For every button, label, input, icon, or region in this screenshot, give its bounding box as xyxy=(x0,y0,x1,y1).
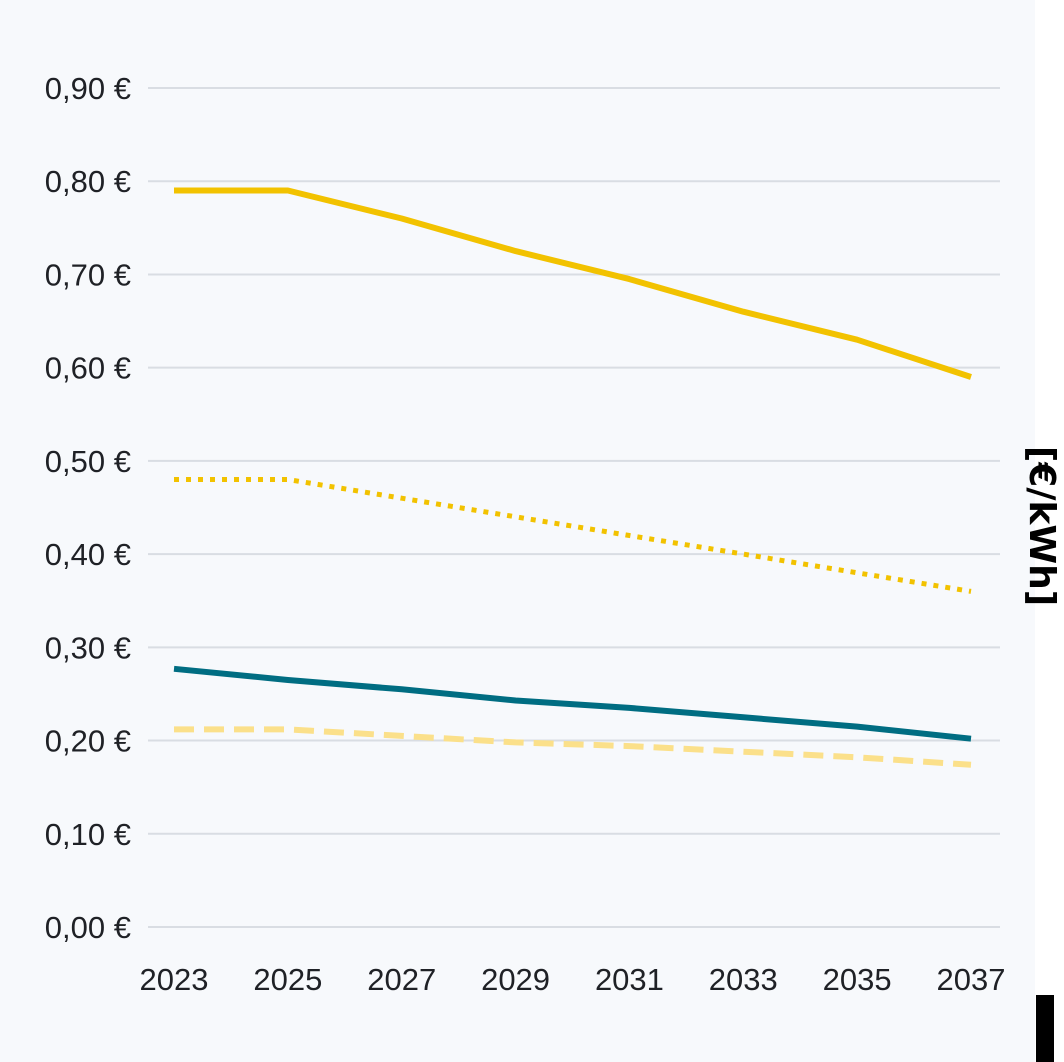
x-tick-label: 2025 xyxy=(253,962,322,997)
x-tick-label: 2027 xyxy=(367,962,436,997)
y-tick-label: 0,50 € xyxy=(45,444,131,479)
series-line-2 xyxy=(174,477,972,594)
x-tick-label: 2033 xyxy=(709,962,778,997)
gridlines xyxy=(148,87,1000,928)
x-tick-label: 2029 xyxy=(481,962,550,997)
series-line-4 xyxy=(174,726,972,768)
series-line-3 xyxy=(173,665,972,742)
y-tick-label: 0,00 € xyxy=(45,910,131,945)
y-axis-unit-label: [€/kWh] xyxy=(1021,446,1062,606)
y-tick-label: 0,30 € xyxy=(45,630,131,665)
y-tick-label: 0,80 € xyxy=(45,164,131,199)
y-tick-label: 0,10 € xyxy=(45,817,131,852)
y-tick-label: 0,60 € xyxy=(45,351,131,386)
series-line-1 xyxy=(174,187,972,380)
series-lines xyxy=(173,187,972,768)
y-tick-label: 0,20 € xyxy=(45,724,131,759)
black-bar-mark xyxy=(1036,995,1054,1062)
x-tick-label: 2035 xyxy=(823,962,892,997)
plot-background xyxy=(0,0,1035,1062)
y-axis-ticks: 0,00 € 0,10 € 0,20 € 0,30 € 0,40 € 0,50 € 0,60… xyxy=(45,71,131,945)
y-tick-label: 0,90 € xyxy=(45,71,131,106)
x-axis-ticks: 2023 2025 2027 2029 2031 2033 2035 2037 xyxy=(140,962,1006,997)
x-tick-label: 2023 xyxy=(140,962,209,997)
x-tick-label: 2031 xyxy=(595,962,664,997)
y-tick-label: 0,70 € xyxy=(45,257,131,292)
x-tick-label: 2037 xyxy=(937,962,1006,997)
y-tick-label: 0,40 € xyxy=(45,537,131,572)
